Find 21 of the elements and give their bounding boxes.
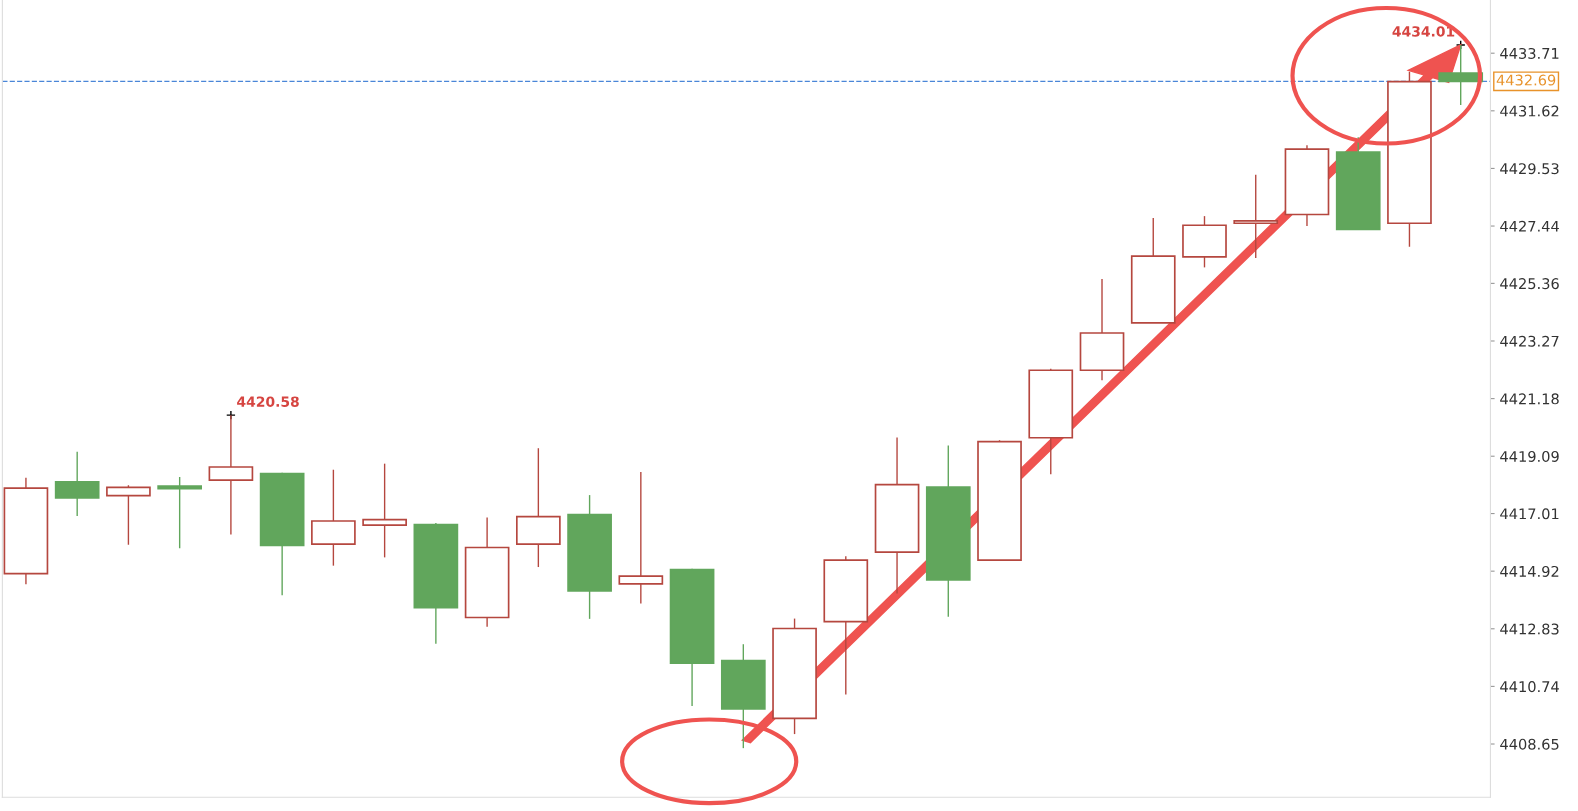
y-tick-label: 4431.62 [1500,105,1559,117]
y-tick-label: 4408.65 [1500,738,1559,750]
y-tick-label: 4421.18 [1500,393,1559,405]
ref-line-label: 4432.69 [1496,74,1556,86]
y-tick-label: 4414.92 [1500,565,1559,577]
y-tick-label: 4410.74 [1500,681,1559,693]
candlestick [106,484,151,546]
y-tick-label: 4433.71 [1500,47,1559,59]
y-tick-label: 4419.09 [1500,450,1559,462]
annotation: 4434.01 [1392,26,1455,37]
candlestick [362,462,407,559]
candlestick [157,476,203,549]
y-tick-label: 4429.53 [1500,163,1559,175]
y-tick-label: 4427.44 [1500,220,1559,232]
candlestick [1233,174,1279,259]
y-tick-label: 4425.36 [1500,278,1559,290]
y-tick-label: 4412.83 [1500,623,1559,635]
annotation: 4420.58 [237,396,299,407]
y-tick-label: 4423.27 [1500,335,1559,347]
candlestick [618,471,664,605]
y-tick-label: 4417.01 [1500,508,1559,520]
